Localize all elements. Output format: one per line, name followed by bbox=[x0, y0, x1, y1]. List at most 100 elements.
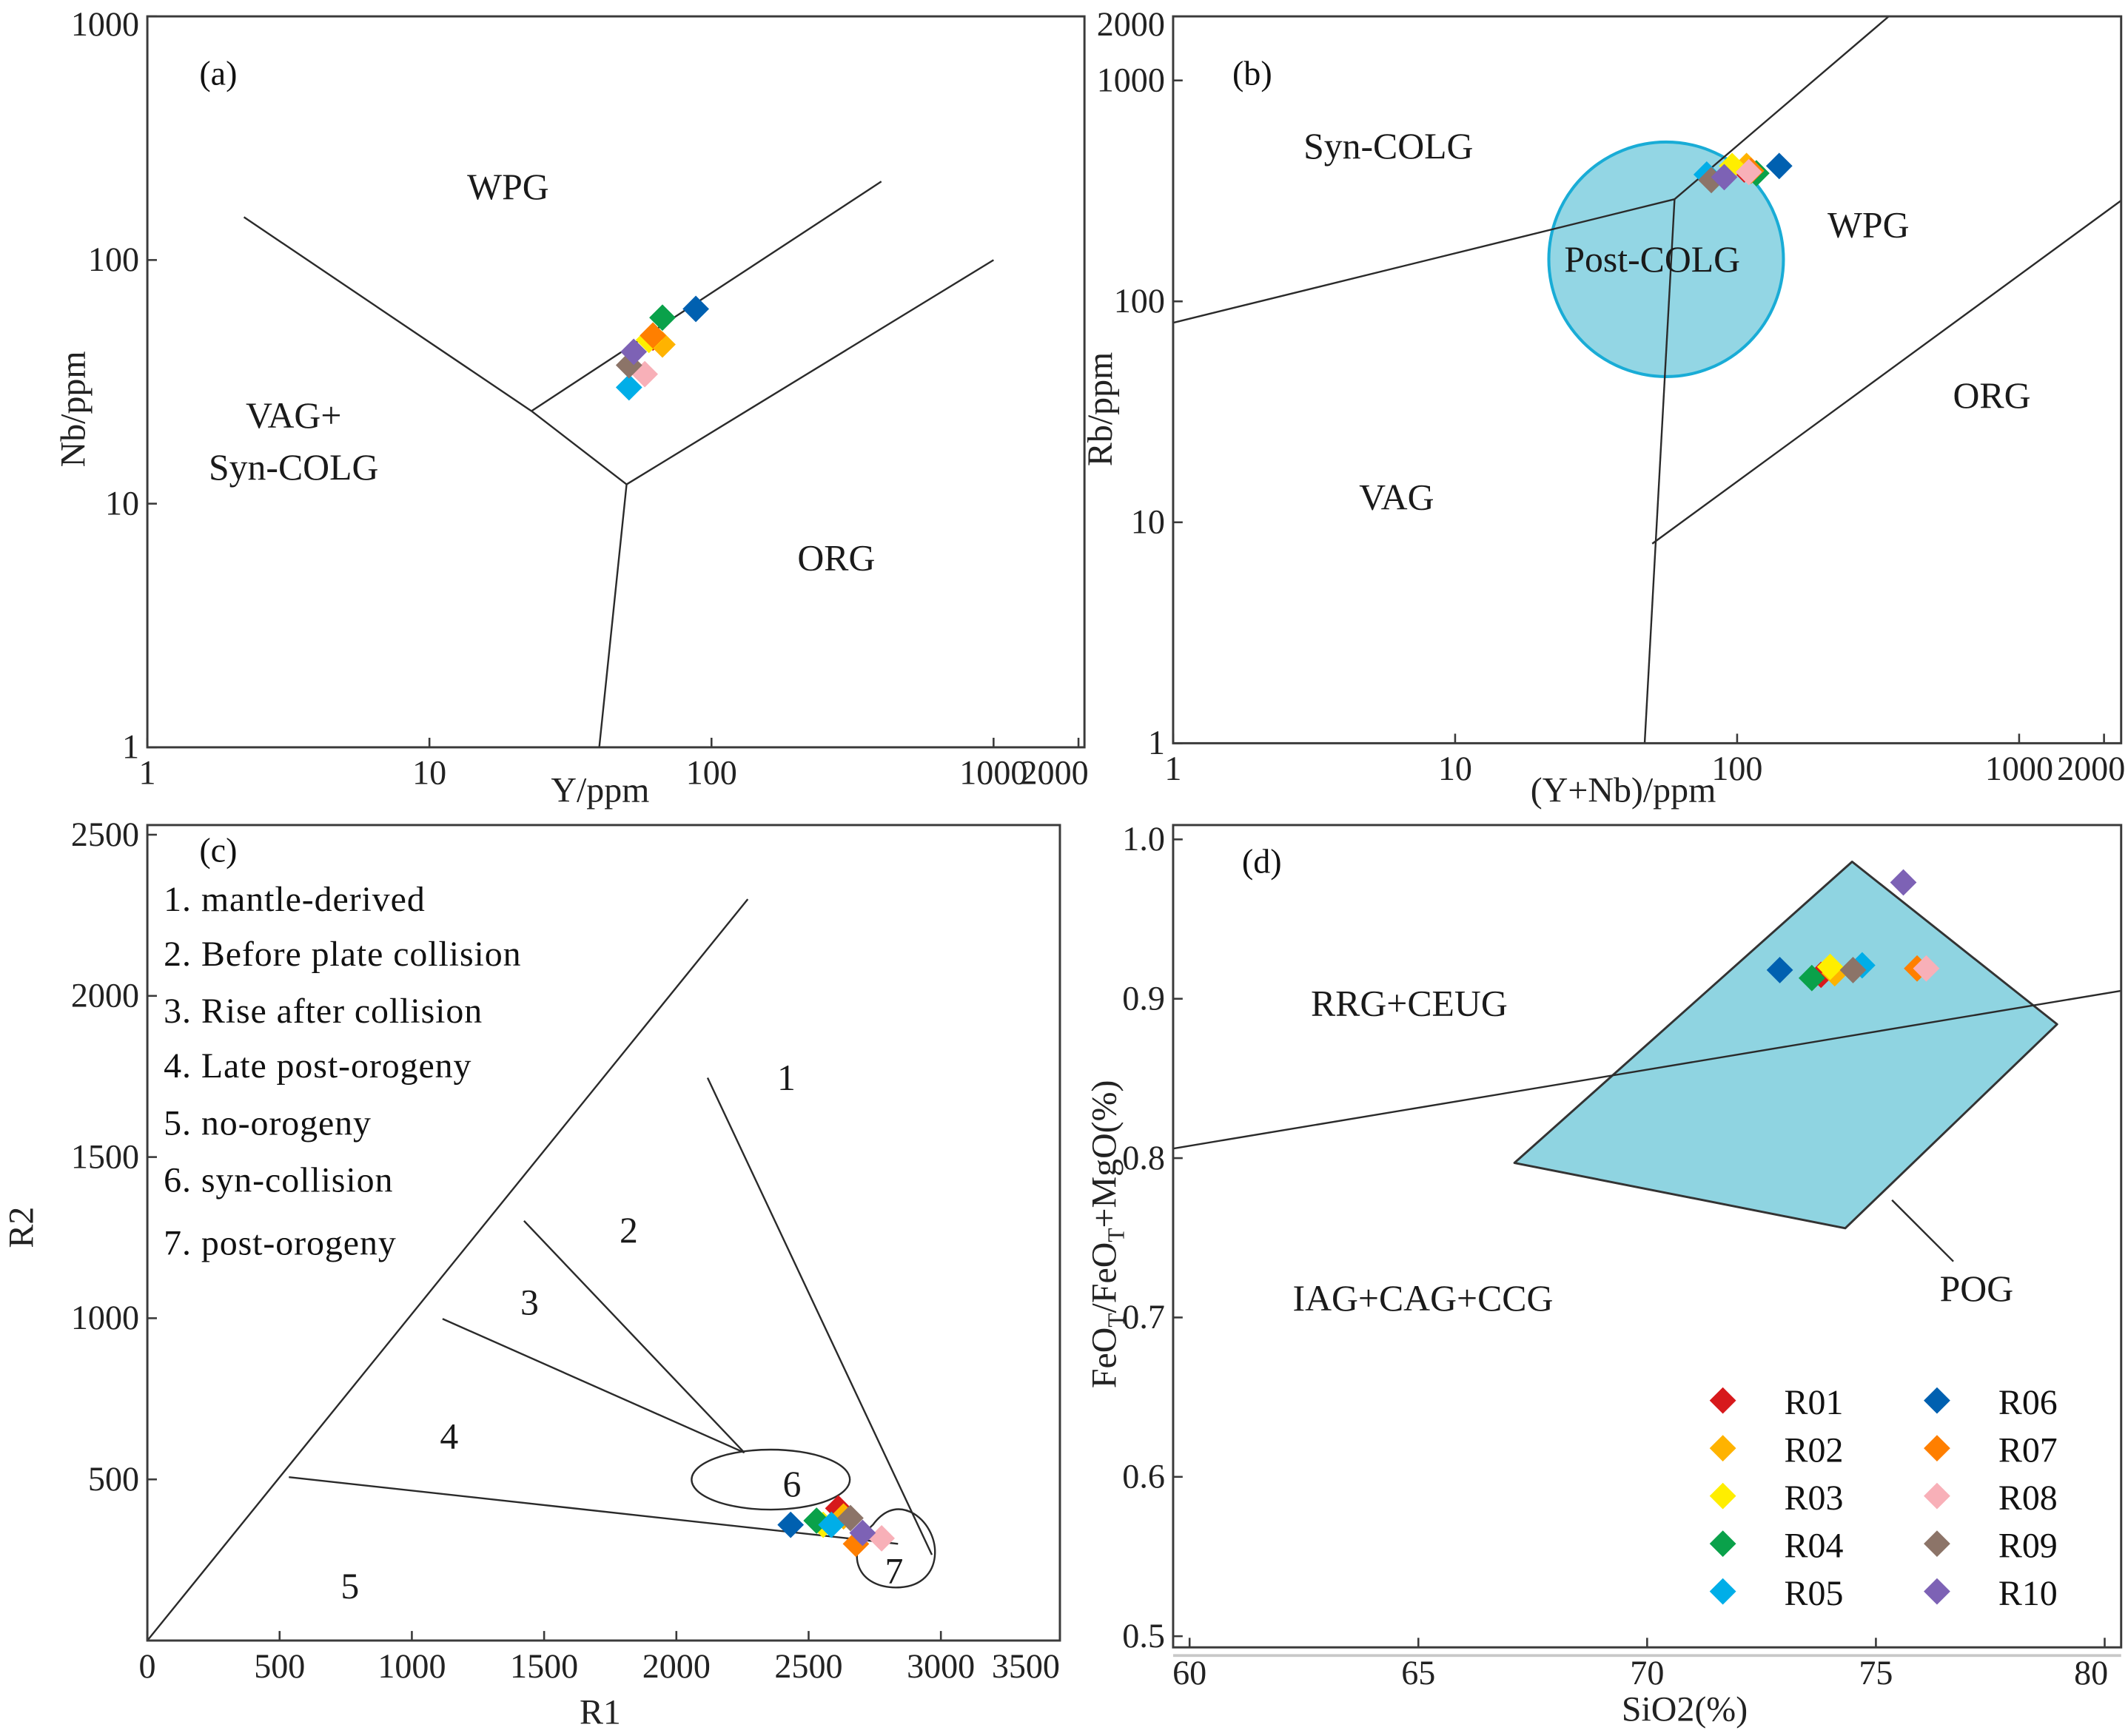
y-tick-label: 1 bbox=[1148, 724, 1165, 761]
boundary-line bbox=[1643, 199, 1676, 744]
boundary-line bbox=[531, 181, 882, 412]
boundary-line bbox=[706, 1077, 933, 1555]
legend-marker-r08 bbox=[1924, 1482, 1950, 1510]
panel-label: (c) bbox=[199, 832, 237, 869]
y-tick-label: 0.7 bbox=[1122, 1298, 1165, 1336]
y-tick-label: 1.0 bbox=[1122, 820, 1165, 858]
x-tick-label: 2000 bbox=[642, 1647, 711, 1685]
panel-a: 1 10 100 100020001101001000Y/ppmNb/ppm(a)WP… bbox=[53, 5, 1088, 810]
pog-pointer-line bbox=[1891, 1199, 1954, 1262]
panel-label: (a) bbox=[199, 54, 237, 92]
region-label: RRG+CEUG bbox=[1311, 983, 1508, 1024]
data-point-r07 bbox=[640, 322, 667, 349]
region-label: 3 bbox=[520, 1282, 539, 1323]
plot-frame bbox=[1172, 15, 2123, 744]
legend-item: 4. Late post-orogeny bbox=[164, 1046, 471, 1086]
legend-item: 3. Rise after collision bbox=[164, 992, 483, 1031]
legend-marker-r04 bbox=[1709, 1530, 1736, 1558]
data-point-r05 bbox=[615, 374, 642, 401]
x-tick-label: 500 bbox=[254, 1647, 305, 1685]
y-tick-label: 1 bbox=[122, 728, 139, 766]
legend-item: 7. post-orogeny bbox=[164, 1223, 397, 1262]
region-label: WPG bbox=[1827, 204, 1910, 245]
legend-label: R08 bbox=[1998, 1478, 2058, 1518]
syn-collision-field bbox=[691, 1448, 851, 1511]
x-tick-label: 1000 bbox=[1985, 750, 2053, 787]
x-tick-label: 1 bbox=[1164, 750, 1181, 787]
x-tick-label: 0 bbox=[139, 1647, 156, 1685]
boundary-line bbox=[1172, 989, 2121, 1150]
legend-item: 6. syn-collision bbox=[164, 1161, 393, 1200]
legend-label: R09 bbox=[1998, 1527, 2058, 1566]
region-label: Post-COLG bbox=[1564, 239, 1740, 280]
post-orogeny-field bbox=[856, 1508, 936, 1589]
legend-marker-r06 bbox=[1924, 1387, 1950, 1414]
y-tick-label: 0.5 bbox=[1122, 1617, 1165, 1655]
data-point-r10 bbox=[1890, 869, 1917, 896]
x-tick-label: 1000 bbox=[377, 1647, 446, 1685]
data-point-r09 bbox=[837, 1504, 864, 1532]
legend-marker-r03 bbox=[1709, 1482, 1736, 1510]
legend-label: R03 bbox=[1785, 1478, 1844, 1518]
boundary-line bbox=[243, 216, 532, 412]
legend-marker-r01 bbox=[1709, 1387, 1736, 1414]
region-label: POG bbox=[1940, 1268, 2014, 1309]
panel-label: (b) bbox=[1232, 54, 1272, 92]
boundary-line bbox=[147, 898, 749, 1641]
y-axis-title: FeOT/FeOT+MgO(%) bbox=[1085, 1080, 1130, 1389]
legend-label: R02 bbox=[1785, 1431, 1844, 1470]
data-point-r06 bbox=[777, 1511, 805, 1538]
y-tick-label: 10 bbox=[1131, 503, 1165, 541]
data-point-r06 bbox=[1766, 957, 1793, 983]
data-point-r10 bbox=[849, 1519, 876, 1547]
x-tick-label: 1000 bbox=[959, 754, 1027, 792]
region-label: VAG bbox=[1359, 477, 1434, 517]
legend-marker-r09 bbox=[1924, 1530, 1950, 1558]
y-axis-title: Rb/ppm bbox=[1081, 352, 1120, 466]
data-point-r06 bbox=[682, 295, 709, 323]
x-tick-label: 2000 bbox=[1021, 754, 1089, 792]
x-tick-label: 1 bbox=[139, 754, 156, 792]
panel-label: (d) bbox=[1242, 842, 1282, 880]
data-point-r08 bbox=[1913, 955, 1940, 982]
region-label: 1 bbox=[777, 1057, 796, 1098]
y-tick-label: 0.9 bbox=[1122, 979, 1165, 1017]
x-tick-label: 10 bbox=[1438, 750, 1472, 787]
region-label: WPG bbox=[467, 166, 549, 207]
region-label: ORG bbox=[1953, 375, 2030, 416]
y-tick-label: 0.8 bbox=[1122, 1139, 1165, 1177]
y-tick-label: 500 bbox=[88, 1460, 139, 1498]
panel-b: 1 10 100 1000 200011010010002000(Y+Nb)/ppmRb… bbox=[1081, 5, 2125, 810]
region-label: IAG+CAG+CCG bbox=[1293, 1278, 1554, 1319]
data-point-r10 bbox=[1711, 164, 1738, 191]
boundary-line bbox=[442, 1318, 745, 1454]
y-tick-label: 1000 bbox=[1097, 61, 1165, 98]
y-tick-label: 1500 bbox=[71, 1137, 139, 1175]
x-tick-label: 60 bbox=[1172, 1654, 1206, 1692]
data-point-r03 bbox=[1816, 953, 1844, 980]
legend-label: R05 bbox=[1785, 1574, 1844, 1613]
x-tick-label: 3500 bbox=[992, 1647, 1060, 1685]
legend-label: R04 bbox=[1785, 1527, 1844, 1566]
legend-marker-r05 bbox=[1709, 1578, 1736, 1605]
data-point-r10 bbox=[620, 338, 648, 366]
plot-frame bbox=[1172, 824, 2123, 1649]
x-tick-label: 3000 bbox=[907, 1647, 975, 1685]
legend-item: 2. Before plate collision bbox=[164, 935, 521, 974]
data-point-r08 bbox=[868, 1525, 896, 1552]
panel-c: 0 500 1000 1500 2000 2500 3000 3500 500 1000 1500 2… bbox=[1, 815, 1061, 1732]
y-tick-label: 0.6 bbox=[1122, 1458, 1165, 1496]
boundary-line bbox=[598, 484, 628, 748]
data-point-r06 bbox=[1765, 152, 1793, 180]
x-tick-label: 100 bbox=[1711, 750, 1762, 787]
x-tick-label: 100 bbox=[686, 754, 737, 792]
region-label: Syn-COLG bbox=[1303, 126, 1473, 166]
legend-marker-r10 bbox=[1924, 1578, 1950, 1605]
legend-label: R07 bbox=[1998, 1431, 2058, 1470]
region-label: 6 bbox=[783, 1464, 802, 1504]
y-tick-label: 100 bbox=[1114, 282, 1165, 320]
boundary-line bbox=[531, 410, 628, 485]
boundary-line bbox=[1172, 198, 1675, 324]
pog-field bbox=[1513, 861, 2058, 1230]
